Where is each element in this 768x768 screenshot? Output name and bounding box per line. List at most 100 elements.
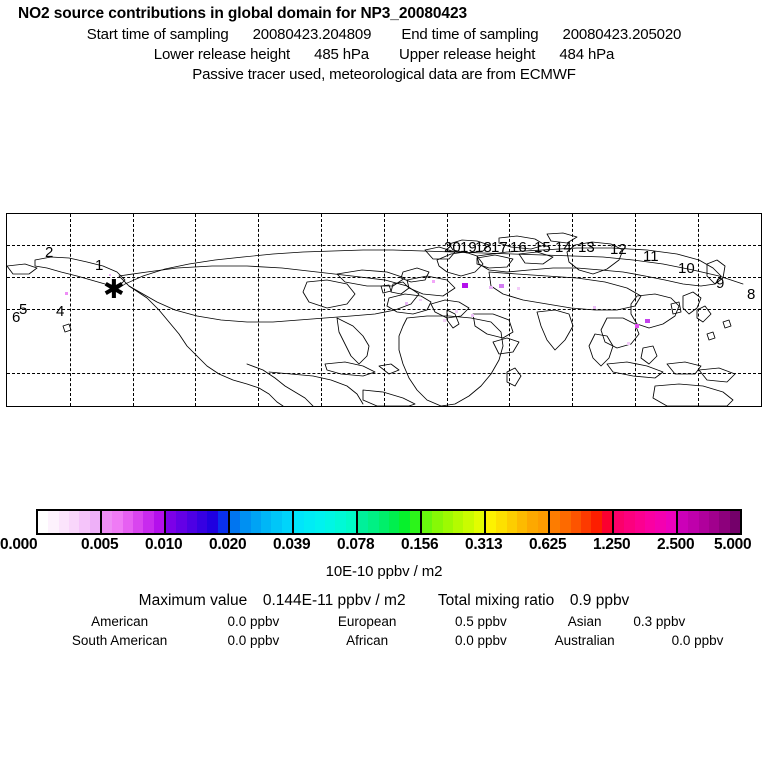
concentration-pixel: [109, 274, 111, 276]
max-value-label: Maximum value: [138, 592, 248, 609]
region-label-african: African: [346, 633, 389, 648]
colorbar-band: [112, 511, 123, 533]
concentration-pixel: [65, 292, 68, 295]
trajectory-label-14: 14: [555, 239, 572, 256]
colorbar-tick-9: 1.250: [593, 536, 631, 553]
colorbar-segment-9: [614, 511, 678, 533]
trajectory-label-12: 12: [610, 241, 627, 258]
colorbar-band: [422, 511, 433, 533]
trajectory-label-15: 15: [534, 239, 551, 256]
trajectory-label-2: 2: [45, 244, 54, 261]
total-mixing-ratio-label: Total mixing ratio: [437, 592, 555, 609]
gridline-lon-90e: [572, 214, 574, 406]
colorbar-tick-11: 5.000: [714, 536, 752, 553]
colorbar-band: [132, 511, 144, 533]
colorbar-band: [388, 511, 400, 533]
colorbar-band: [58, 511, 69, 533]
colorbar-band: [399, 511, 410, 533]
colorbar-band: [335, 511, 346, 533]
colorbar-segment-7: [486, 511, 550, 533]
trajectory-label-20: 20: [444, 239, 461, 256]
trajectory-label-10: 10: [678, 260, 695, 277]
colorbar-band: [260, 511, 272, 533]
colorbar-band: [708, 511, 720, 533]
trajectory-label-6: 6: [12, 309, 21, 326]
release-height-line: Lower release height 485 hPa Upper relea…: [0, 46, 768, 63]
colorbar-band: [102, 511, 113, 533]
region-label-asian: Asian: [567, 614, 602, 629]
colorbar-band: [79, 511, 90, 533]
gridline-lon-30e: [446, 214, 448, 406]
colorbar-band: [473, 511, 484, 533]
trajectory-label-5: 5: [19, 301, 28, 318]
colorbar-band: [196, 511, 208, 533]
colorbar-band: [655, 511, 666, 533]
colorbar-band: [409, 511, 420, 533]
region-value-asian: 0.3 ppbv: [633, 614, 686, 629]
colorbar-band: [452, 511, 464, 533]
colorbar-segment-4: [294, 511, 358, 533]
colorbar-segment-2: [166, 511, 230, 533]
lower-release-value: 485 hPa: [314, 46, 369, 63]
colorbar-band: [678, 511, 689, 533]
colorbar-band: [719, 511, 730, 533]
colorbar-tick-0: 0.000: [0, 536, 38, 553]
world-coastlines: [7, 232, 744, 406]
colorbar-band: [550, 511, 561, 533]
region-label-european: European: [337, 614, 397, 629]
stats-row-summary: Maximum value 0.144E-11 ppbv / m2 Total …: [0, 592, 768, 610]
colorbar-band: [358, 511, 369, 533]
gridline-lon-90w: [195, 214, 197, 406]
trajectory-label-13: 13: [578, 239, 595, 256]
colorbar-tick-labels: 0.000 0.005 0.010 0.020 0.039 0.078 0.156 0.313…: [0, 536, 768, 554]
region-value-european: 0.5 ppbv: [454, 614, 507, 629]
colorbar-band: [560, 511, 571, 533]
trajectory-label-8: 8: [747, 286, 756, 303]
colorbar-band: [294, 511, 305, 533]
gridline-lon-60e: [509, 214, 511, 406]
upper-release-label: Upper release height: [399, 46, 536, 63]
colorbar-tick-1: 0.005: [81, 536, 119, 553]
statistics-block: Maximum value 0.144E-11 ppbv / m2 Total …: [0, 592, 768, 652]
page-title: NO2 source contributions in global domai…: [18, 5, 467, 22]
colorbar-band: [153, 511, 164, 533]
colorbar-tick-7: 0.313: [465, 536, 503, 553]
colorbar-unit-label: 10E-10 ppbv / m2: [325, 563, 443, 580]
colorbar-band: [442, 511, 453, 533]
gridline-lon-30w: [321, 214, 322, 406]
concentration-pixel: [517, 287, 520, 290]
colorbar-band: [122, 511, 133, 533]
trajectory-label-4: 4: [56, 303, 65, 320]
stats-row-3: South American 0.0 ppbv African 0.0 ppbv…: [0, 633, 768, 648]
colorbar-band: [143, 511, 154, 533]
gridline-lon-120w: [132, 214, 134, 406]
tracer-note: Passive tracer used, meteorological data…: [192, 66, 576, 83]
colorbar-band: [665, 511, 676, 533]
colorbar-band: [240, 511, 251, 533]
colorbar-band: [304, 511, 315, 533]
concentration-pixel: [419, 299, 422, 301]
trajectory-label-16: 16: [510, 239, 527, 256]
max-value: 0.144E-11 ppbv / m2: [262, 592, 406, 609]
stats-row-2: American 0.0 ppbv European 0.5 ppbv Asia…: [0, 614, 768, 629]
colorbar-segment-3: [230, 511, 294, 533]
colorbar-segment-5: [358, 511, 422, 533]
gridline-lat-30s: [7, 373, 761, 374]
region-label-american: American: [91, 614, 149, 629]
colorbar-tick-2: 0.010: [145, 536, 183, 553]
colorbar-band: [729, 511, 740, 533]
lower-release-label: Lower release height: [153, 46, 291, 63]
header-block: NO2 source contributions in global domai…: [0, 0, 768, 83]
concentration-pixel: [627, 342, 630, 345]
gridline-lat-60n: [7, 245, 761, 246]
colorbar-band: [368, 511, 379, 533]
start-time-value: 20080423.204809: [252, 26, 372, 43]
release-point-marker: ✱: [103, 274, 125, 304]
concentration-pixel: [499, 284, 504, 288]
colorbar-band: [624, 511, 635, 533]
trajectory-label-9: 9: [716, 275, 725, 292]
end-time-label: End time of sampling: [401, 26, 539, 43]
colorbar-band: [463, 511, 474, 533]
end-time-value: 20080423.205020: [562, 26, 682, 43]
concentration-pixel: [471, 314, 474, 317]
